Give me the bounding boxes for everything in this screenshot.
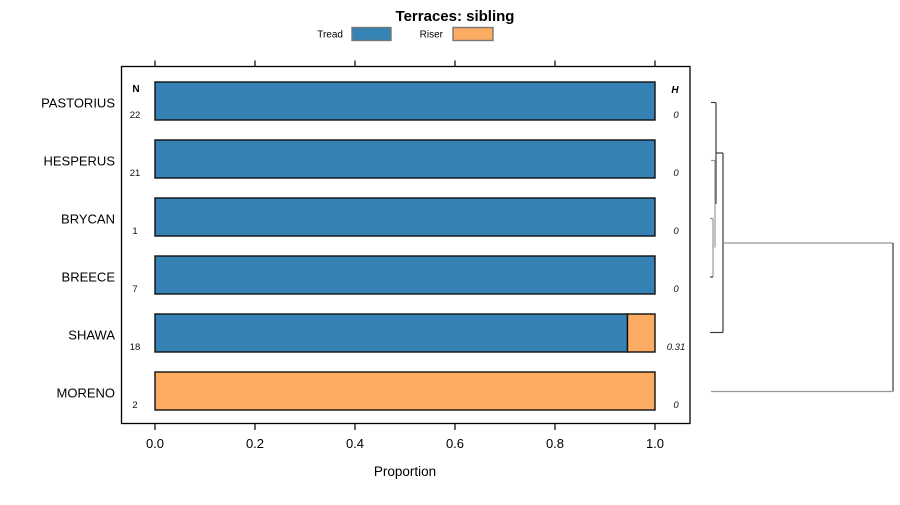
h-value: 0 <box>673 284 679 295</box>
riser-bar-segment <box>154 371 656 411</box>
chart-title: Terraces: sibling <box>396 8 515 25</box>
tread-bar-segment <box>154 139 656 179</box>
tread-bar-segment <box>154 81 656 121</box>
legend-label-riser: Riser <box>420 30 444 41</box>
tread-bar-segment <box>154 255 656 295</box>
n-value: 7 <box>132 284 137 295</box>
h-value: 0 <box>673 226 679 237</box>
x-tick-label: 1.0 <box>646 436 664 451</box>
tread-bar-segment <box>154 313 629 353</box>
h-value: 0 <box>673 400 679 411</box>
h-value: 0 <box>673 110 679 121</box>
x-axis-title: Proportion <box>374 464 436 479</box>
bottom-axis-ticks <box>154 423 656 430</box>
n-value: 22 <box>130 110 141 121</box>
category-label: MORENO <box>57 386 116 401</box>
x-tick-label: 0.0 <box>146 436 164 451</box>
category-label: BRYCAN <box>61 212 115 227</box>
x-axis-tick-labels: 0.0 0.2 0.4 0.6 0.8 1.0 <box>146 436 664 451</box>
n-value: 1 <box>132 226 137 237</box>
x-tick-label: 0.6 <box>446 436 464 451</box>
bar-row: PASTORIUS 22 0 <box>41 81 679 121</box>
x-tick-label: 0.4 <box>346 436 364 451</box>
category-label: SHAWA <box>68 328 115 343</box>
h-column-header: H <box>671 85 679 96</box>
n-value: 21 <box>130 168 141 179</box>
x-tick-label: 0.2 <box>246 436 264 451</box>
plot-box <box>120 65 691 425</box>
bar-row: SHAWA 18 0.31 <box>68 313 686 353</box>
x-tick-label: 0.8 <box>546 436 564 451</box>
legend-label-tread: Tread <box>317 30 343 41</box>
riser-bar-segment <box>626 313 656 353</box>
bar-row: BRYCAN 1 0 <box>61 197 679 237</box>
legend: Tread Riser <box>317 26 494 42</box>
category-label: BREECE <box>62 270 116 285</box>
top-axis-ticks <box>154 60 656 67</box>
n-value: 18 <box>130 342 141 353</box>
legend-swatch-tread <box>351 26 392 42</box>
n-column-header: N <box>132 84 139 95</box>
h-value: 0 <box>673 168 679 179</box>
cluster-dendrogram <box>710 101 894 393</box>
bar-row: BREECE 7 0 <box>62 255 679 295</box>
h-value: 0.31 <box>667 342 686 353</box>
category-label: PASTORIUS <box>41 96 115 111</box>
n-value: 2 <box>132 400 137 411</box>
bar-row: HESPERUS 21 0 <box>43 139 679 179</box>
bar-row: MORENO 2 0 <box>57 371 679 411</box>
legend-swatch-riser <box>452 26 494 42</box>
tread-bar-segment <box>154 197 656 237</box>
category-label: HESPERUS <box>43 154 115 169</box>
